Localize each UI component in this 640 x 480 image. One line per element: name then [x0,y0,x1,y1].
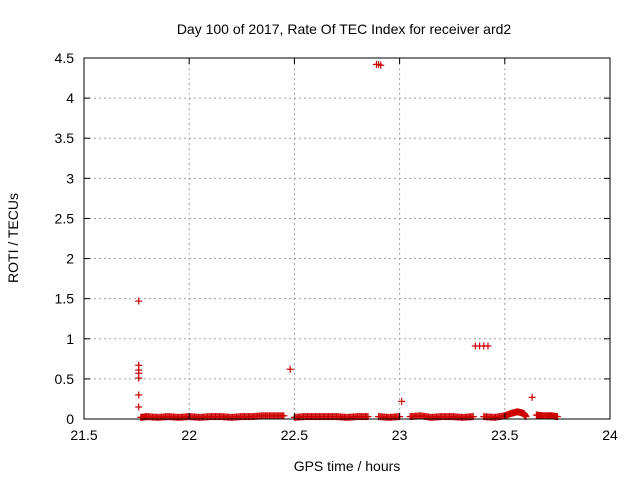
data-point [398,397,406,405]
y-tick-label: 2.5 [55,210,75,226]
y-tick-label: 1.5 [55,291,75,307]
x-axis-label: GPS time / hours [294,458,401,474]
data-point [377,61,385,69]
data-point [286,365,294,373]
axis-ticks [83,57,611,420]
data-point [135,374,143,382]
data-point [135,297,143,305]
x-tick-label: 22.5 [281,427,308,443]
y-tick-label: 4 [66,90,74,106]
x-tick-label: 21.5 [70,427,97,443]
chart-title: Day 100 of 2017, Rate Of TEC Index for r… [177,21,512,37]
data-point [528,393,536,401]
grid-lines [84,58,610,419]
data-point [135,391,143,399]
x-tick-label: 22 [181,427,197,443]
data-points [135,60,561,421]
y-tick-label: 2 [66,251,74,267]
x-tick-labels: 21.5 22 22.5 23 23.5 24 [70,427,618,443]
data-point [280,412,288,420]
y-tick-labels: 0 0.5 1 1.5 2 2.5 3 3.5 4 4.5 [55,50,75,427]
x-tick-label: 23.5 [491,427,518,443]
y-axis-label: ROTI / TECUs [5,193,21,283]
data-point [484,342,492,350]
plot-frame [83,57,611,420]
y-tick-label: 0 [66,411,74,427]
x-tick-label: 23 [392,427,408,443]
y-tick-label: 0.5 [55,371,75,387]
data-point [135,403,143,411]
y-tick-label: 4.5 [55,50,75,66]
y-tick-label: 3 [66,170,74,186]
y-tick-label: 1 [66,331,74,347]
y-tick-label: 3.5 [55,130,75,146]
x-tick-label: 24 [602,427,618,443]
